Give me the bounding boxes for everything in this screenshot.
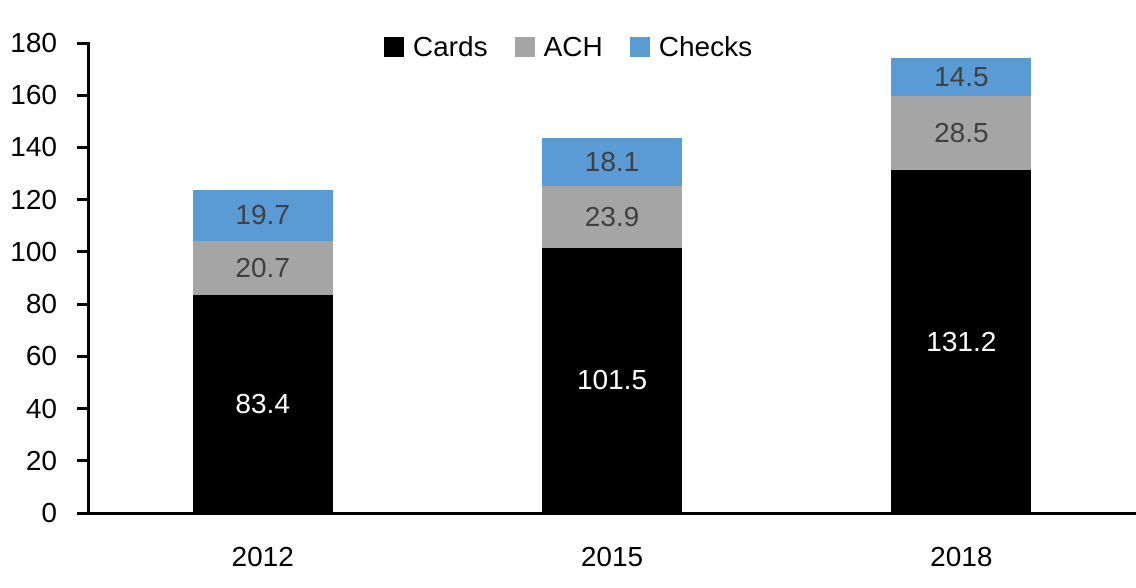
bar-segment-label: 18.1: [584, 145, 640, 177]
legend-swatch-cards: [383, 37, 404, 57]
y-axis-label: 100: [10, 235, 57, 267]
bar-segment-label: 28.5: [934, 117, 989, 149]
legend-item-ach: ACH: [514, 31, 603, 62]
y-axis-label: 80: [25, 288, 57, 320]
legend-item-cards: Cards: [383, 31, 488, 62]
legend-swatch-checks: [629, 37, 650, 57]
bar-segment-label: 23.9: [584, 200, 640, 232]
y-axis-label: 180: [10, 27, 57, 58]
legend-label-checks: Checks: [658, 31, 753, 62]
y-axis-tick: [77, 302, 88, 306]
bar-segment-label: 131.2: [926, 325, 997, 357]
x-axis-line: [77, 511, 1136, 515]
bar-segment-cards-2015: 101.5: [542, 247, 682, 513]
x-axis-label-2015: 2015: [580, 541, 644, 572]
y-axis-line: [86, 41, 90, 515]
x-axis-label-2018: 2018: [930, 541, 993, 572]
bar-segment-cards-2012: 83.4: [192, 295, 333, 513]
bar-segment-label: 14.5: [934, 61, 989, 93]
bar-segment-label: 20.7: [235, 252, 290, 284]
y-axis-label: 20: [25, 444, 57, 476]
bar-segment-ach-2015: 23.9: [542, 185, 682, 248]
bar-segment-checks-2012: 19.7: [192, 189, 333, 242]
bar-segment-checks-2015: 18.1: [542, 138, 682, 186]
y-axis-label: 60: [25, 340, 57, 372]
y-axis-tick: [77, 41, 88, 45]
legend-item-checks: Checks: [629, 31, 753, 62]
legend-swatch-ach: [514, 37, 535, 57]
bar-segment-label: 101.5: [576, 364, 648, 396]
bar-segment-ach-2012: 20.7: [192, 241, 333, 296]
y-axis-tick: [77, 198, 88, 202]
y-axis-label: 120: [10, 183, 57, 215]
bar-segment-label: 83.4: [235, 388, 290, 420]
legend-label-cards: Cards: [412, 31, 488, 62]
y-axis-label: 40: [25, 392, 57, 424]
legend-label-ach: ACH: [543, 31, 603, 62]
bar-segment-ach-2018: 28.5: [891, 96, 1032, 171]
y-axis-tick: [77, 145, 88, 149]
y-axis-tick: [77, 354, 88, 358]
y-axis-tick: [77, 459, 88, 463]
y-axis-label: 0: [41, 497, 57, 528]
bar-segment-cards-2018: 131.2: [891, 170, 1032, 513]
y-axis-tick: [77, 407, 88, 411]
chart-legend: Cards ACH Checks: [0, 33, 1136, 61]
y-axis-label: 140: [10, 131, 57, 163]
y-axis-label: 160: [10, 79, 57, 111]
bar-segment-checks-2018: 14.5: [891, 58, 1032, 96]
y-axis-tick: [77, 93, 88, 97]
x-axis-label-2012: 2012: [231, 541, 294, 572]
bar-segment-label: 19.7: [235, 199, 290, 231]
y-axis-tick: [77, 250, 88, 254]
